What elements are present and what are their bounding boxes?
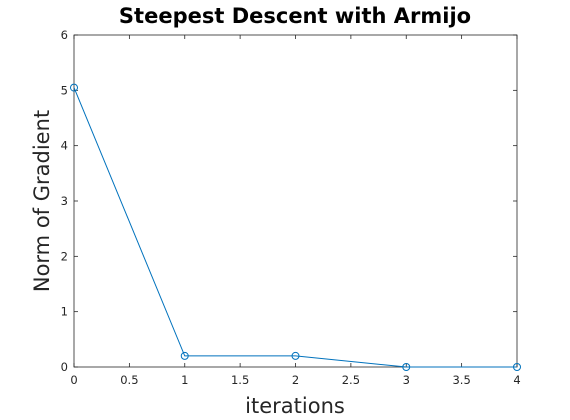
y-axis: 0 1 2 3 4 5 6 — [61, 28, 517, 374]
y-tick-label: 3 — [61, 194, 68, 208]
y-tick-label: 2 — [61, 249, 68, 263]
chart-title: Steepest Descent with Armijo — [119, 4, 471, 28]
data-point-marker — [513, 363, 521, 371]
plot-area — [73, 34, 518, 368]
y-tick-label: 0 — [61, 360, 68, 374]
data-point-marker — [402, 363, 411, 371]
y-tick-label: 6 — [61, 28, 68, 42]
data-series — [70, 83, 521, 371]
x-tick-label: 4 — [513, 373, 520, 387]
x-axis: 0 0.5 1 1.5 2 2.5 3 3.5 4 — [70, 35, 521, 387]
y-axis-label: Norm of Gradient — [30, 110, 54, 292]
x-tick-label: 2.5 — [342, 373, 360, 387]
series-line — [73, 87, 517, 368]
y-tick-label: 1 — [61, 305, 68, 319]
x-tick-label: 1 — [181, 373, 188, 387]
data-point-marker — [180, 351, 189, 360]
x-tick-label: 1.5 — [231, 373, 249, 387]
x-tick-label: 3.5 — [452, 373, 470, 387]
x-tick-label: 3 — [403, 373, 410, 387]
x-axis-label: iterations — [245, 394, 345, 418]
y-tick-label: 5 — [61, 83, 68, 97]
x-tick-label: 0 — [70, 373, 77, 387]
data-point-marker — [291, 351, 300, 360]
y-tick-label: 4 — [61, 139, 68, 153]
x-tick-label: 2 — [292, 373, 299, 387]
x-tick-label: 0.5 — [120, 373, 138, 387]
data-point-marker — [70, 83, 78, 92]
